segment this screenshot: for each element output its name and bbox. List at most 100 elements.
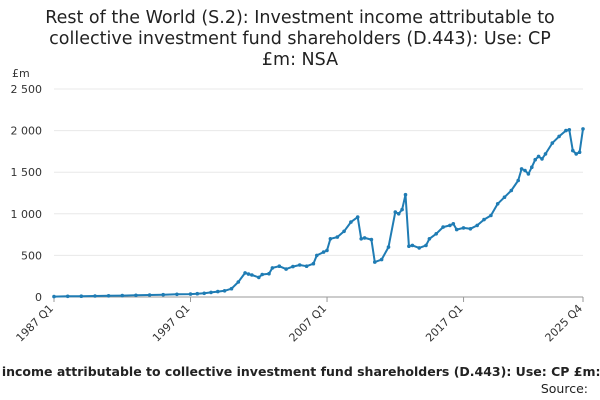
y-tick-label: 2 500: [11, 83, 43, 96]
data-point: [134, 293, 138, 298]
series-line: [53, 127, 584, 298]
data-point: [195, 291, 200, 296]
data-point: [396, 212, 401, 216]
data-point: [427, 237, 432, 241]
data-point: [417, 246, 422, 250]
data-point: [571, 148, 575, 153]
data-point: [369, 237, 374, 242]
data-point: [454, 227, 459, 232]
data-point: [106, 294, 111, 298]
data-point: [461, 226, 466, 230]
data-point: [564, 128, 568, 133]
x-axis: 1987 Q1 1997 Q1 2007 Q1 2017 Q1 2025 Q4: [14, 296, 586, 345]
data-point: [222, 289, 227, 293]
data-point: [526, 172, 531, 176]
data-point: [536, 154, 541, 159]
data-point: [362, 236, 367, 240]
data-point: [315, 253, 319, 258]
y-tick-label: 0: [35, 291, 42, 304]
chart-title-line-2: collective investment fund shareholders …: [49, 29, 551, 49]
chart-title-line-1: Rest of the World (S.2): Investment inco…: [45, 8, 555, 28]
data-point: [475, 223, 480, 228]
chart-title: Rest of the World (S.2): Investment inco…: [0, 8, 600, 71]
grid-lines: [54, 88, 583, 256]
y-axis: 0 500 1 000 1 500 2 000 2 500: [11, 83, 43, 304]
data-point: [147, 293, 152, 297]
source-label: Source:: [540, 381, 588, 396]
data-point: [216, 289, 220, 294]
data-point: [468, 227, 473, 231]
data-point: [243, 271, 247, 275]
data-point: [533, 157, 537, 162]
footer-caption-strip: Rest of the World (S.2): Investment inco…: [0, 364, 600, 380]
y-tick-label: 1 000: [11, 208, 43, 221]
data-point: [509, 188, 514, 193]
data-point: [270, 266, 275, 270]
y-tick-label: 1 500: [11, 166, 43, 179]
data-point: [277, 264, 282, 269]
data-point: [550, 141, 555, 145]
data-point: [530, 165, 534, 169]
data-point: [342, 229, 346, 234]
x-tick-label: 2007 Q1: [287, 302, 330, 345]
data-point: [448, 223, 452, 228]
data-point: [451, 222, 456, 226]
data-point: [209, 290, 213, 295]
data-point: [489, 213, 493, 218]
data-point: [52, 294, 56, 299]
data-point: [567, 128, 572, 132]
y-axis-unit-label: £m: [12, 67, 30, 80]
data-point: [161, 292, 165, 297]
data-point: [93, 294, 97, 298]
series: [52, 127, 585, 299]
data-point: [335, 235, 340, 239]
data-point: [284, 267, 288, 271]
data-point: [502, 195, 507, 199]
data-point: [543, 152, 548, 156]
x-tick-label: 2025 Q4: [543, 302, 586, 345]
footer-caption: Rest of the World (S.2): Investment inco…: [0, 364, 600, 379]
data-point: [328, 237, 333, 241]
data-point: [516, 178, 520, 183]
data-point: [400, 207, 404, 212]
y-tick-label: 2 000: [11, 125, 43, 138]
data-point: [229, 286, 234, 291]
x-tick-label: 1987 Q1: [14, 302, 57, 345]
data-point: [424, 243, 428, 248]
data-point: [321, 250, 326, 254]
data-point: [519, 167, 524, 171]
data-point: [246, 272, 251, 276]
data-point: [523, 168, 527, 173]
chart-title-line-3: £m: NSA: [261, 50, 339, 70]
data-point: [557, 134, 561, 139]
data-point: [260, 272, 265, 277]
data-point: [257, 275, 261, 280]
data-point: [379, 257, 384, 262]
data-point: [577, 150, 582, 154]
data-point: [434, 232, 439, 236]
data-point: [349, 220, 353, 224]
x-tick-label: 1997 Q1: [150, 302, 193, 345]
data-point: [79, 294, 84, 299]
data-point: [250, 273, 254, 277]
x-tick-label: 2017 Q1: [423, 302, 466, 345]
data-point: [355, 215, 360, 219]
data-point: [482, 217, 486, 222]
data-point: [407, 244, 411, 248]
data-point: [403, 192, 408, 197]
data-point: [373, 260, 377, 264]
data-point: [495, 202, 500, 206]
data-point: [175, 292, 179, 297]
data-point: [304, 264, 309, 269]
data-point: [297, 263, 302, 267]
data-point: [393, 210, 398, 214]
data-point: [581, 127, 585, 131]
data-point: [386, 245, 391, 249]
y-tick-label: 500: [21, 249, 42, 262]
data-point: [540, 157, 544, 161]
data-point: [267, 271, 271, 276]
data-point: [359, 237, 364, 241]
data-point: [311, 261, 316, 266]
data-point: [410, 243, 415, 248]
